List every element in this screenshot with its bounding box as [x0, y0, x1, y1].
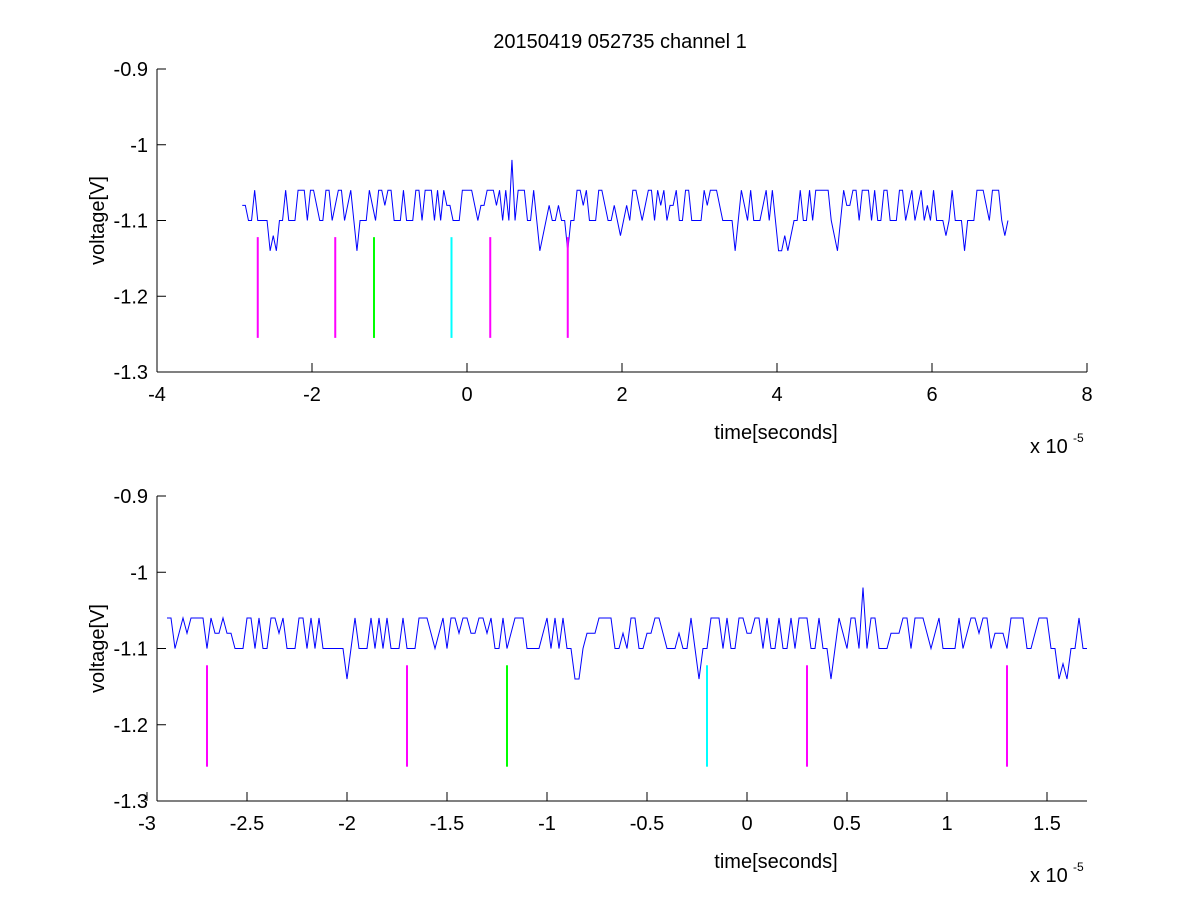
bottom-subplot: -3 -2.5 -2 -1.5 -1 -0.5 0 0.5 1 1.5 -1.3 -1.2 -1.1 -1… — [87, 486, 1087, 887]
x-tick-label: -1 — [538, 813, 556, 835]
x-axis-label: time[seconds] — [714, 851, 837, 873]
y-tick-label: -1.3 — [114, 791, 148, 813]
y-tick-label: -1 — [130, 562, 148, 584]
figure-title: 20150419 052735 channel 1 — [493, 31, 747, 53]
x-tick-label: -2.5 — [230, 813, 264, 835]
y-axis-label: voltage[V] — [87, 604, 109, 693]
x-tick-label: -2 — [303, 384, 321, 406]
x-tick-label: -2 — [338, 813, 356, 835]
y-tick-label: -1.1 — [114, 639, 148, 661]
x-tick-label: 8 — [1081, 384, 1092, 406]
x-tick-label: 6 — [926, 384, 937, 406]
x-tick-label: 0 — [741, 813, 752, 835]
x-tick-label: 1 — [941, 813, 952, 835]
x-tick-label: 2 — [616, 384, 627, 406]
y-tick-label: -1.1 — [114, 211, 148, 233]
top-subplot: -4 -2 0 2 4 6 8 -1.3 -1.2 -1.1 -1 -0.9 time[seconds]… — [87, 59, 1093, 458]
y-tick-label: -0.9 — [114, 59, 148, 81]
x-tick-label: -1.5 — [430, 813, 464, 835]
x-axis-label: time[seconds] — [714, 422, 837, 444]
x-tick-label: 0 — [461, 384, 472, 406]
y-tick-label: -1.2 — [114, 286, 148, 308]
y-axis-label: voltage[V] — [87, 176, 109, 265]
x-exponent-power: -5 — [1073, 431, 1084, 445]
x-tick-label: 0.5 — [833, 813, 861, 835]
x-tick-label: 1.5 — [1033, 813, 1061, 835]
x-exponent-label: x 10 — [1030, 865, 1068, 887]
x-tick-label: -0.5 — [630, 813, 664, 835]
y-tick-label: -1 — [130, 135, 148, 157]
y-tick-label: -1.2 — [114, 715, 148, 737]
y-tick-label: -0.9 — [114, 486, 148, 508]
x-exponent-label: x 10 — [1030, 436, 1068, 458]
voltage-signal-line — [242, 159, 1009, 252]
y-tick-label: -1.3 — [114, 362, 148, 384]
voltage-signal-line — [167, 587, 1087, 680]
x-tick-label: -4 — [148, 384, 166, 406]
x-tick-label: 4 — [771, 384, 782, 406]
x-exponent-power: -5 — [1073, 860, 1084, 874]
x-tick-label: -3 — [138, 813, 156, 835]
